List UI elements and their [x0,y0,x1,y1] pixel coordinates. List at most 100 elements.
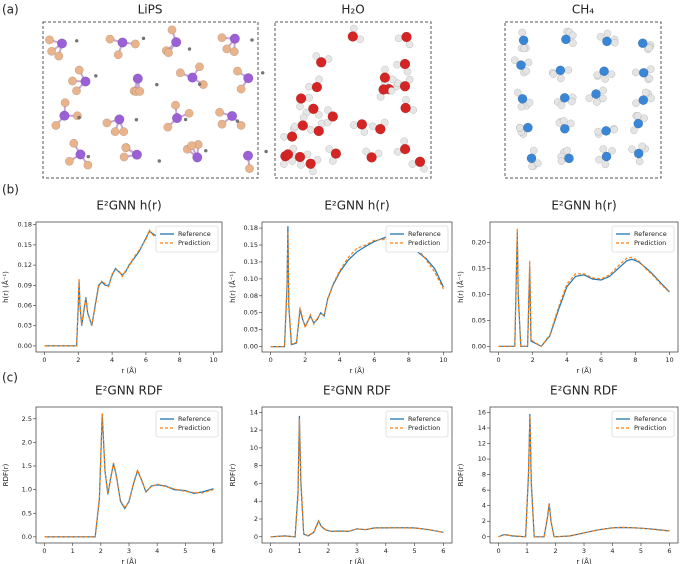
atom [350,121,358,129]
atom [51,121,61,130]
y-tick-label: 0.18 [244,224,258,232]
y-tick-label: 4 [482,502,486,510]
legend-box [385,410,449,438]
y-tick-label: 4 [254,497,258,505]
legend-label: Prediction [634,239,666,247]
atom [522,67,531,75]
atom [647,94,655,103]
y-tick-label: 0.00 [472,342,486,350]
atom [518,28,527,37]
atom [323,118,332,127]
atom [633,118,644,129]
y-tick-label: 0.12 [18,261,32,269]
atom [608,146,616,155]
atom [399,143,411,155]
x-tick-label: 3 [355,547,359,555]
structure-title: LiPS [138,3,163,17]
atom [593,71,602,80]
atom [563,146,571,155]
y-tick-label: 6 [254,479,258,487]
atom [641,88,650,97]
panel-label: (a) [2,3,19,17]
chart-title: E²GNN RDF [95,384,163,398]
atom [327,111,339,122]
atom [47,46,57,56]
x-tick-label: 4 [565,356,569,364]
atom [222,44,232,54]
x-tick-label: 0 [42,356,46,364]
legend-box [155,410,219,438]
atom [132,73,143,84]
y-tick-label: 0.13 [244,258,258,266]
plot-frame [489,221,679,353]
y-tick-label: 0.09 [18,281,32,289]
atom [610,38,619,47]
y-tick-label: 8 [254,462,258,470]
atom [645,44,653,53]
y-axis-label: RDF(r) [229,463,237,486]
y-tick-label: 0 [254,533,258,541]
atom [299,113,308,122]
y-axis-label: RDF(r) [457,463,465,486]
atom [603,29,612,38]
atom [325,145,334,153]
atom [526,153,537,164]
x-tick-label: 2 [76,356,80,364]
atom [645,74,654,83]
y-tick-label: 6 [482,486,486,494]
atom [374,149,383,158]
y-tick-label: 0.18 [18,221,32,229]
atom [75,149,86,160]
y-tick-label: 1.5 [22,462,32,470]
x-tick-label: 6 [599,356,603,364]
atom [633,111,642,120]
x-tick-label: 0 [269,356,273,364]
atom [197,82,202,87]
atom [401,31,412,43]
x-tick-label: 4 [110,356,114,364]
atom [513,88,522,97]
x-tick-label: 4 [338,356,342,364]
atom [559,92,570,103]
series-line [498,415,670,538]
x-tick-label: 2 [326,547,330,555]
x-tick-label: 2 [531,356,535,364]
atom [313,125,325,137]
atom [45,35,54,45]
atom [119,127,129,137]
y-tick-label: 16 [478,408,486,416]
atom [596,32,605,41]
atom [591,89,601,99]
atom [69,138,79,148]
y-tick-label: 0.05 [244,309,258,317]
atom [315,57,327,68]
atom [516,60,526,70]
atom [599,86,607,95]
y-tick-label: 12 [478,440,486,448]
y-tick-label: 2.0 [22,438,32,446]
atom [628,145,636,154]
x-tick-label: 0 [496,356,500,364]
atom [110,127,120,137]
x-tick-label: 0 [269,547,273,555]
atom [130,39,140,49]
atom [569,39,577,47]
atom [297,120,309,131]
series-line [270,418,444,538]
x-tick-label: 6 [211,547,215,555]
atom [80,76,91,87]
atom [349,24,358,33]
atom [601,126,611,136]
atom [400,102,411,114]
atom [375,123,386,135]
atom [56,38,68,49]
legend-label: Prediction [634,424,666,432]
atom [171,113,183,124]
atom [638,95,649,105]
atom [175,68,185,78]
atom [556,74,565,83]
atom [236,120,246,130]
x-tick-label: 3 [127,547,131,555]
plot-frame [35,221,223,353]
